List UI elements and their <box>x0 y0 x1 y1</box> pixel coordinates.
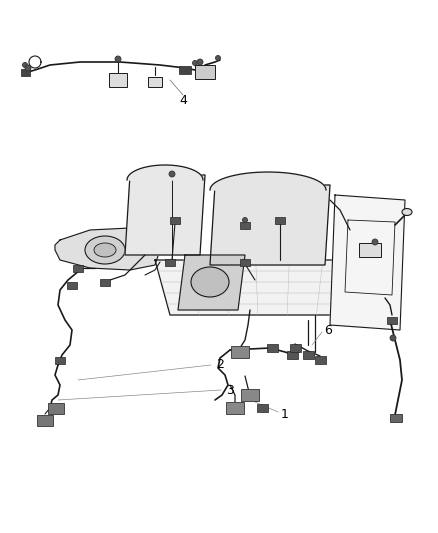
Bar <box>275 216 285 223</box>
Bar <box>257 404 268 412</box>
Bar <box>286 351 297 359</box>
Ellipse shape <box>94 243 116 257</box>
Polygon shape <box>155 260 390 315</box>
Polygon shape <box>127 165 203 180</box>
Text: 1: 1 <box>281 408 289 422</box>
Bar <box>195 65 215 79</box>
Circle shape <box>372 239 378 245</box>
Circle shape <box>215 55 220 61</box>
Bar <box>303 351 314 359</box>
Bar <box>314 356 325 364</box>
Circle shape <box>115 56 121 62</box>
Polygon shape <box>210 172 326 190</box>
Bar <box>195 67 205 74</box>
Polygon shape <box>178 255 245 310</box>
Polygon shape <box>55 228 160 270</box>
Text: 6: 6 <box>324 324 332 336</box>
Bar <box>73 264 83 271</box>
Bar <box>240 222 250 229</box>
Bar <box>179 66 191 74</box>
Bar <box>241 389 259 401</box>
Text: 2: 2 <box>216 359 224 372</box>
Bar <box>165 259 175 265</box>
Bar <box>48 402 64 414</box>
Circle shape <box>243 217 247 222</box>
Circle shape <box>390 335 396 341</box>
Circle shape <box>169 171 175 177</box>
Ellipse shape <box>85 236 125 264</box>
Text: 4: 4 <box>179 93 187 107</box>
Circle shape <box>22 62 28 68</box>
Polygon shape <box>330 195 405 330</box>
Bar <box>55 357 65 364</box>
Bar <box>100 279 110 286</box>
Bar <box>21 69 29 76</box>
Polygon shape <box>125 175 205 255</box>
Ellipse shape <box>191 267 229 297</box>
Circle shape <box>25 65 31 71</box>
Bar <box>37 415 53 425</box>
Text: 3: 3 <box>226 384 234 397</box>
Bar <box>67 281 77 288</box>
Bar <box>390 414 402 422</box>
Bar <box>240 259 250 265</box>
Bar <box>359 243 381 257</box>
Polygon shape <box>210 185 330 265</box>
Circle shape <box>197 59 203 65</box>
Bar <box>231 346 249 358</box>
Bar <box>170 216 180 223</box>
Bar <box>290 344 300 352</box>
Bar <box>148 77 162 87</box>
Bar <box>226 402 244 414</box>
Bar <box>387 317 397 324</box>
Circle shape <box>192 61 198 66</box>
Bar <box>266 344 278 352</box>
Ellipse shape <box>402 208 412 215</box>
Bar <box>109 73 127 87</box>
